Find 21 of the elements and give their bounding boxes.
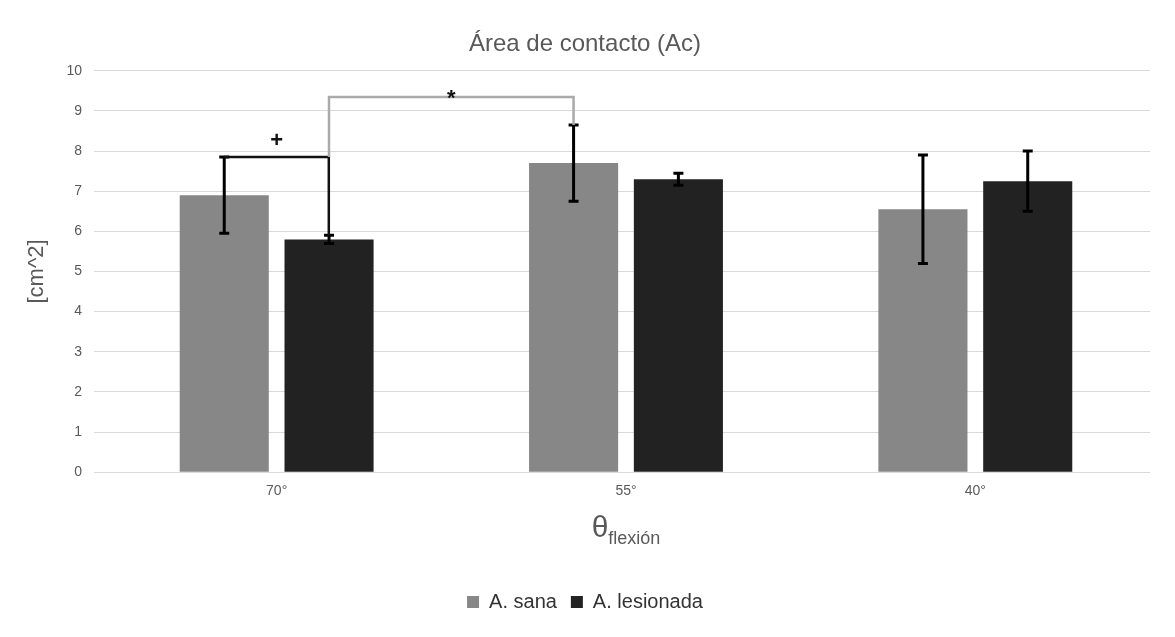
x-tick-label: 55° xyxy=(615,482,637,499)
y-tick-label: 3 xyxy=(74,342,83,359)
y-axis-title: [cm^2] xyxy=(23,239,49,304)
x-axis-title: θ$_{flexión}$ xyxy=(591,510,661,550)
y-tick-label: 0 xyxy=(74,463,83,480)
y-tick-label: 9 xyxy=(74,101,83,118)
y-tick-label: 2 xyxy=(74,382,83,399)
annotation: * xyxy=(447,84,456,111)
annotation: + xyxy=(270,127,284,154)
y-tick-label: 5 xyxy=(74,262,83,279)
y-tick-label: 1 xyxy=(74,422,83,439)
y-tick-label: 4 xyxy=(74,302,83,319)
x-tick-label: 70° xyxy=(266,482,288,499)
legend-label: A. sana xyxy=(489,589,558,612)
legend-label: A. lesionada xyxy=(592,589,704,612)
y-tick-label: 7 xyxy=(74,182,83,199)
x-tick-label: 40° xyxy=(964,482,986,499)
y-tick-label: 10 xyxy=(66,61,83,78)
chart-title: Área de contacto (Ac) xyxy=(468,29,702,57)
y-tick-label: 8 xyxy=(74,141,83,158)
y-tick-label: 6 xyxy=(74,222,83,239)
